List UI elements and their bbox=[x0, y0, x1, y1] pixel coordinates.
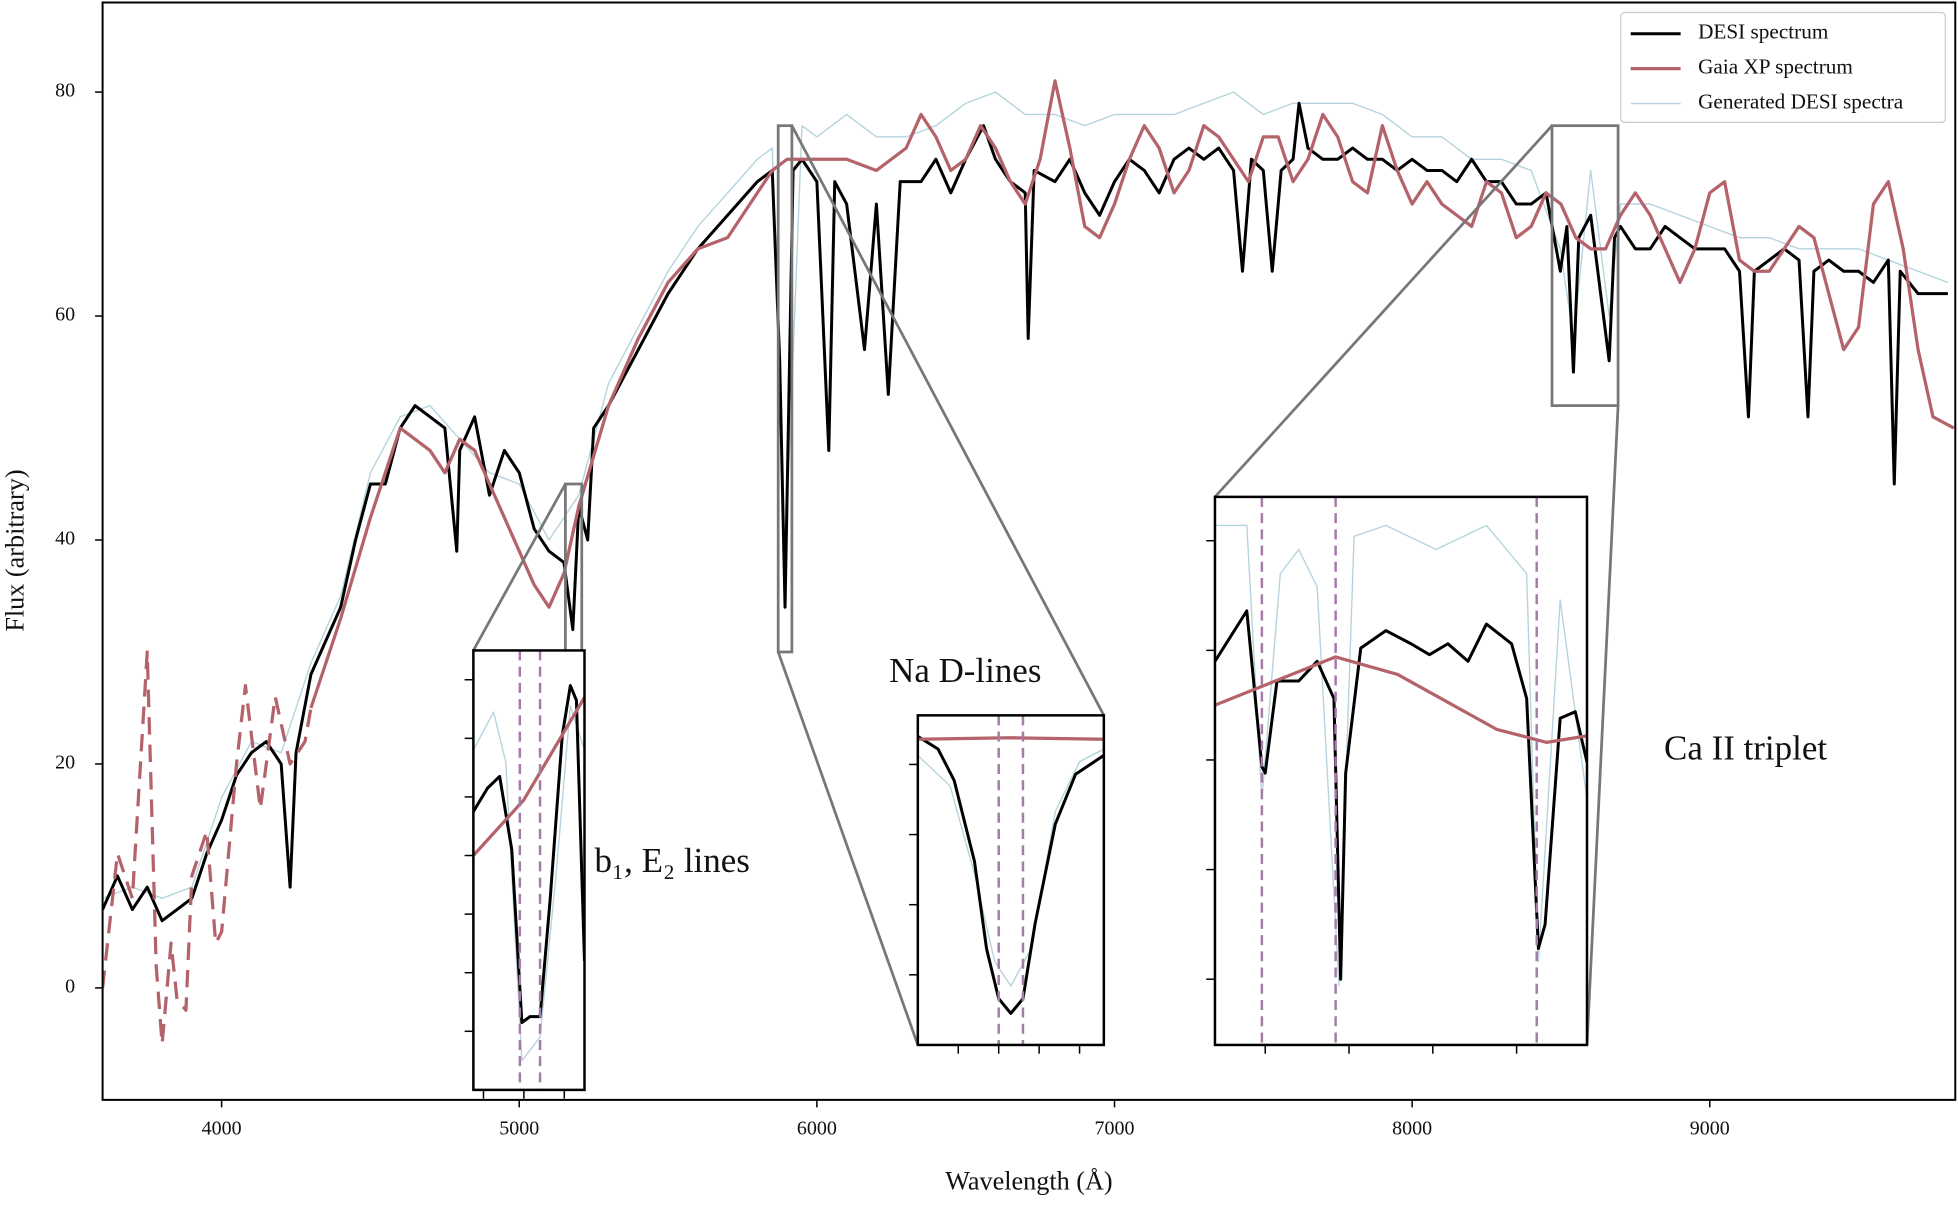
y-axis-label: Flux (arbitrary) bbox=[1, 469, 30, 631]
zoom-connector bbox=[1213, 124, 1554, 498]
inset-frame bbox=[472, 649, 586, 1092]
inset-series-line bbox=[917, 735, 1104, 1015]
inset-plot bbox=[473, 650, 585, 1090]
inset-frame bbox=[916, 714, 1106, 1047]
inset-series-line bbox=[1214, 609, 1587, 981]
zoom-connector bbox=[1585, 405, 1620, 1046]
inset-series-line bbox=[473, 684, 585, 1025]
y-tick-label: 80 bbox=[55, 80, 75, 102]
y-tick-label: 20 bbox=[55, 752, 75, 774]
legend-box bbox=[1620, 11, 1946, 123]
zoom-box bbox=[776, 124, 794, 654]
y-tick-label: 0 bbox=[65, 975, 75, 997]
zoom-connector bbox=[472, 483, 567, 652]
zoom-box bbox=[1550, 124, 1620, 407]
y-tick-label: 60 bbox=[55, 304, 75, 326]
plot-area bbox=[102, 79, 1955, 1046]
inset-label: b₁, E₂ lines bbox=[594, 841, 749, 880]
plot-frame bbox=[101, 1, 1957, 1101]
inset-background bbox=[1214, 496, 1587, 1045]
inset-frame bbox=[1213, 495, 1589, 1047]
inset-background bbox=[473, 650, 585, 1090]
inset-plot bbox=[1214, 496, 1587, 1045]
legend-label: Generated DESI spectra bbox=[1698, 89, 1904, 113]
legend-label: Gaia XP spectrum bbox=[1698, 55, 1853, 79]
zoom-connector bbox=[790, 125, 1106, 717]
x-axis-label: Wavelength (Å) bbox=[945, 1167, 1112, 1196]
inset-series-line bbox=[1214, 524, 1587, 987]
series-line bbox=[102, 101, 1948, 923]
inset-series-line bbox=[473, 705, 585, 1062]
x-tick-label: 7000 bbox=[1095, 1117, 1135, 1139]
x-tick-label: 6000 bbox=[797, 1117, 837, 1139]
x-tick-label: 9000 bbox=[1690, 1117, 1730, 1139]
zoom-connector bbox=[776, 651, 920, 1046]
x-tick-label: 8000 bbox=[1392, 1117, 1432, 1139]
series-line bbox=[102, 91, 1949, 900]
y-tick-label: 40 bbox=[55, 528, 75, 550]
legend-label: DESI spectrum bbox=[1698, 20, 1829, 44]
x-tick-label: 4000 bbox=[202, 1117, 242, 1139]
inset-label: Ca II triplet bbox=[1664, 729, 1827, 768]
series-line-dashed bbox=[102, 650, 313, 1046]
inset-series-line bbox=[473, 696, 585, 857]
series-line bbox=[309, 79, 1955, 709]
inset-series-line bbox=[1214, 655, 1587, 745]
inset-series-line bbox=[917, 748, 1104, 987]
inset-series-line bbox=[917, 736, 1104, 741]
inset-plot bbox=[917, 715, 1104, 1045]
x-tick-label: 5000 bbox=[499, 1117, 539, 1139]
inset-label: Na D-lines bbox=[889, 651, 1041, 690]
